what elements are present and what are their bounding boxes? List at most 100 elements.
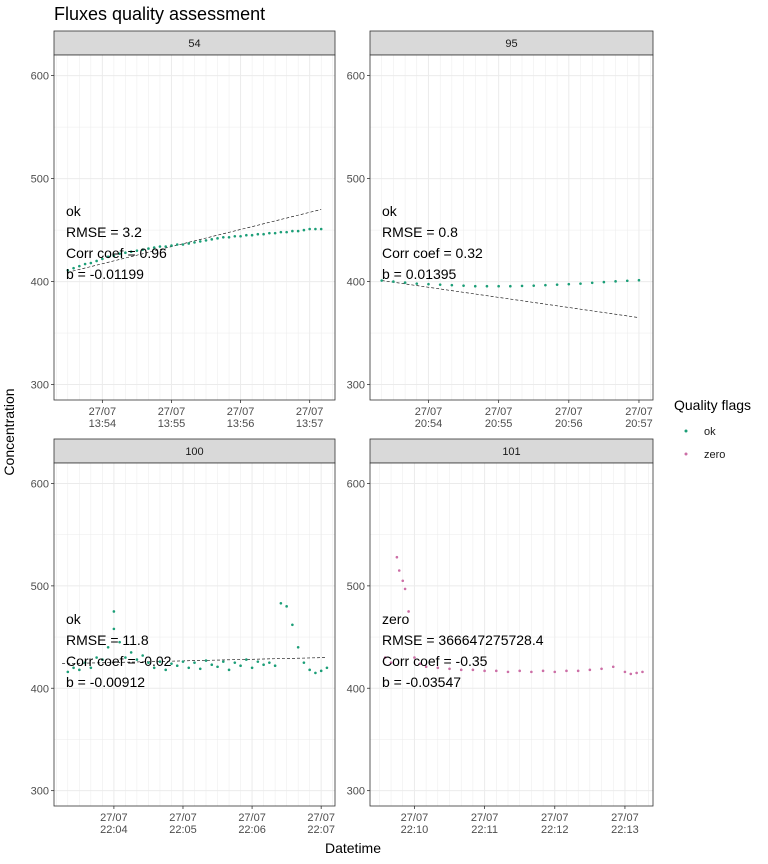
data-point <box>614 280 617 283</box>
data-point <box>216 665 219 669</box>
y-tick-label: 300 <box>347 380 365 392</box>
data-point <box>124 656 127 659</box>
data-point <box>187 242 191 245</box>
y-tick-label: 300 <box>31 786 49 798</box>
strip-background <box>53 438 336 464</box>
annotation-rmse: RMSE = 0.8 <box>382 224 458 240</box>
x-tick-time: 22:07 <box>307 824 335 836</box>
x-tick-time: 20:56 <box>555 418 583 430</box>
data-point <box>170 244 173 247</box>
x-tick-date: 27/07 <box>415 406 443 418</box>
annotation-slope: b = -0.01199 <box>66 266 144 282</box>
data-point <box>135 249 139 252</box>
data-point <box>413 656 416 659</box>
data-point <box>83 262 87 266</box>
fit-line <box>381 280 640 318</box>
strip-label: 101 <box>502 446 520 458</box>
data-point <box>397 569 401 572</box>
data-point <box>152 246 156 249</box>
data-point <box>403 587 407 591</box>
data-point <box>198 240 202 243</box>
data-point <box>89 666 93 670</box>
data-point <box>245 233 248 237</box>
data-point <box>141 248 144 251</box>
data-point <box>418 662 422 665</box>
data-point <box>227 235 231 239</box>
data-point <box>279 230 283 234</box>
annotation-rmse: RMSE = 11.8 <box>66 632 149 648</box>
strip-background <box>369 438 654 464</box>
data-point <box>233 661 237 664</box>
x-tick-time: 22:10 <box>401 824 429 836</box>
annotation-slope: b = -0.00912 <box>66 674 145 690</box>
data-point <box>314 671 317 675</box>
panel-border <box>53 54 336 401</box>
data-point <box>118 640 121 644</box>
data-point <box>198 667 202 671</box>
data-point <box>106 645 110 649</box>
x-tick-time: 13:57 <box>296 418 324 430</box>
legend-label-zero: zero <box>704 449 725 461</box>
x-tick-date: 27/07 <box>471 812 499 824</box>
data-point <box>506 670 510 674</box>
data-point <box>308 668 311 672</box>
data-point <box>181 243 185 246</box>
data-point <box>641 670 644 674</box>
x-tick-date: 27/07 <box>625 406 653 418</box>
x-tick-time: 22:04 <box>100 824 128 836</box>
data-point <box>392 280 395 283</box>
data-point <box>262 232 265 236</box>
data-point <box>112 627 116 631</box>
fit-line <box>62 657 327 664</box>
panel-border <box>369 54 654 401</box>
data-point <box>204 659 208 662</box>
y-axis-title: Concentration <box>1 388 17 475</box>
panel-border <box>53 462 336 807</box>
data-point <box>250 233 254 237</box>
strip-background <box>53 30 336 56</box>
data-point <box>245 658 248 661</box>
panel-background <box>370 55 653 400</box>
data-point <box>389 661 393 664</box>
data-point <box>66 670 70 674</box>
data-point <box>164 668 168 672</box>
data-point <box>210 238 214 241</box>
x-tick-date: 27/07 <box>227 406 255 418</box>
data-point <box>401 579 405 583</box>
data-point <box>567 282 571 286</box>
y-tick-label: 500 <box>347 174 365 186</box>
data-point <box>181 660 185 663</box>
data-point <box>141 654 144 657</box>
legend-key-ok <box>684 429 688 433</box>
strip-label: 100 <box>185 446 203 458</box>
x-tick-time: 22:12 <box>541 824 569 836</box>
x-tick-time: 22:13 <box>611 824 639 836</box>
x-tick-date: 27/07 <box>611 812 639 824</box>
data-point <box>164 245 168 248</box>
data-point <box>89 261 93 265</box>
data-point <box>193 661 196 664</box>
x-tick-time: 20:57 <box>625 418 653 430</box>
x-tick-date: 27/07 <box>307 812 335 824</box>
data-point <box>319 669 323 673</box>
x-tick-time: 22:11 <box>471 824 498 836</box>
data-point <box>175 243 179 246</box>
data-point <box>78 668 81 672</box>
x-tick-time: 13:54 <box>89 418 117 430</box>
data-point <box>210 663 214 667</box>
y-tick-label: 600 <box>347 478 365 490</box>
panel-95: 9530040050060027/0720:5427/0720:5527/072… <box>347 30 654 430</box>
data-point <box>175 664 179 668</box>
data-point <box>494 669 498 673</box>
fit-line <box>67 209 322 273</box>
data-point <box>395 555 399 559</box>
data-point <box>459 668 463 672</box>
data-point <box>221 660 225 663</box>
annotation-slope: b = -0.03547 <box>382 674 461 690</box>
data-point <box>279 601 283 605</box>
data-point <box>83 661 87 664</box>
data-point <box>383 656 387 659</box>
data-point <box>239 234 242 238</box>
data-point <box>106 255 110 259</box>
